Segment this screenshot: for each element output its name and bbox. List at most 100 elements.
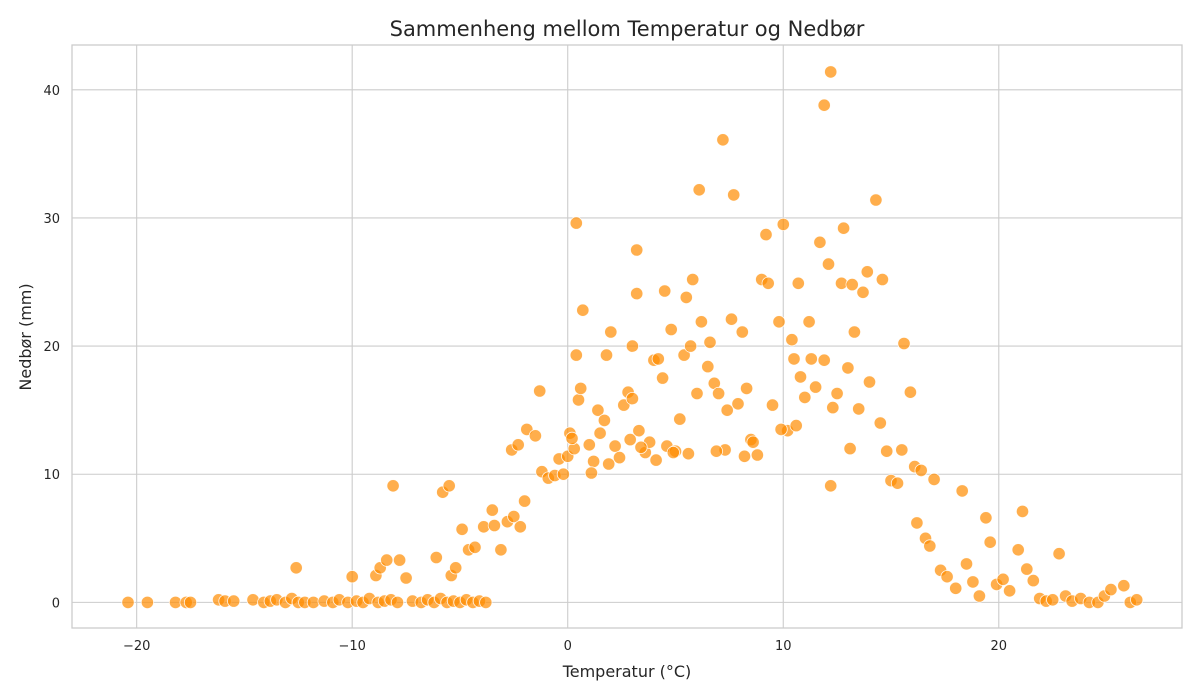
scatter-point (673, 412, 687, 426)
scatter-point (914, 463, 928, 477)
scatter-point (455, 522, 469, 536)
scatter-point (569, 348, 583, 362)
scatter-point (875, 272, 890, 287)
scatter-point (791, 276, 805, 290)
scatter-point (813, 235, 827, 249)
scatter-point (735, 325, 749, 339)
y-tick-label: 0 (52, 596, 60, 611)
scatter-point (121, 595, 135, 610)
scatter-point (996, 572, 1010, 586)
scatter-point (1011, 543, 1025, 557)
scatter-point (183, 595, 198, 610)
scatter-point (716, 133, 730, 147)
scatter-point (983, 535, 997, 549)
y-tick-label: 40 (43, 84, 60, 99)
scatter-point (709, 444, 724, 458)
scatter-point (630, 243, 644, 257)
scatter-point (972, 589, 987, 603)
scatter-point (649, 453, 663, 467)
scatter-point (949, 581, 963, 595)
scatter-point (817, 353, 831, 367)
scatter-point (826, 400, 840, 415)
scatter-point (841, 361, 855, 375)
scatter-point (591, 403, 605, 417)
scatter-point (750, 448, 765, 462)
scatter-point (737, 449, 752, 463)
scatter-point (873, 416, 887, 430)
scatter-point (1026, 573, 1040, 588)
scatter-point (602, 457, 616, 471)
scatter-point (862, 375, 877, 389)
scatter-point (399, 571, 413, 585)
scatter-point (608, 439, 622, 453)
x-tick-label: −10 (338, 639, 365, 654)
scatter-point (1052, 547, 1066, 561)
scatter-point (852, 402, 866, 416)
scatter-point (586, 454, 601, 468)
scatter-point (584, 466, 599, 480)
scatter-point (802, 315, 816, 329)
scatter-point (774, 422, 788, 436)
scatter-point (494, 543, 508, 557)
scatter-point (1015, 504, 1030, 518)
scatter-point (955, 484, 969, 498)
scatter-point (785, 333, 799, 347)
scatter-point (1020, 562, 1034, 576)
scatter-point (380, 553, 394, 567)
scatter-point (289, 561, 303, 575)
scatter-point (565, 431, 579, 445)
tick-labels: −20 −10 0 10 20 0 10 20 30 40 (43, 84, 1007, 654)
scatter-point (683, 339, 698, 353)
scatter-point (632, 424, 646, 438)
scatter-point (690, 386, 704, 401)
scatter-point (765, 398, 780, 412)
scatter-point (843, 441, 857, 456)
scatter-point (612, 450, 627, 465)
scatter-point (392, 553, 407, 567)
scatter-point (666, 445, 680, 460)
scatter-point (556, 467, 571, 481)
scatter-point (979, 511, 993, 525)
scatter-point (731, 397, 745, 411)
scatter-point (679, 290, 693, 304)
scatter-point (1104, 582, 1118, 597)
chart-title: Sammenheng mellom Temperatur og Nedbør (390, 17, 865, 41)
scatter-point (571, 393, 586, 407)
scatter-point (701, 359, 715, 374)
scatter-point (227, 594, 241, 608)
scatter-point (487, 518, 501, 533)
plot-frame (71, 44, 1183, 629)
scatter-point (711, 386, 726, 401)
scatter-point (793, 370, 808, 384)
scatter-point (686, 272, 700, 287)
scatter-point (246, 593, 260, 607)
scatter-point (599, 348, 614, 362)
scatter-point (910, 516, 924, 530)
scatter-point (761, 276, 775, 290)
scatter-point (817, 98, 831, 112)
scatter-point (923, 539, 937, 553)
scatter-point (890, 476, 905, 490)
scatter-point (597, 413, 612, 427)
scatter-point (759, 228, 773, 242)
scatter-point (604, 325, 618, 339)
scatter-point (692, 183, 706, 197)
scatter-point (677, 348, 691, 362)
scatter-point (824, 479, 838, 493)
scatter-point (390, 595, 405, 610)
scatter-point (869, 193, 883, 207)
scatter-point (847, 325, 862, 339)
scatter-point (880, 444, 894, 458)
scatter-point (772, 315, 786, 329)
y-axis-label: Nedbør (mm) (16, 283, 35, 390)
x-tick-label: 10 (775, 639, 792, 654)
scatter-point (513, 520, 527, 534)
scatter-point (664, 322, 678, 337)
scatter-point (798, 390, 812, 404)
scatter-point (634, 440, 648, 454)
scatter-point (528, 429, 543, 443)
scatter-point (821, 257, 836, 271)
scatter-point (533, 384, 547, 398)
grid-lines (72, 45, 1182, 628)
